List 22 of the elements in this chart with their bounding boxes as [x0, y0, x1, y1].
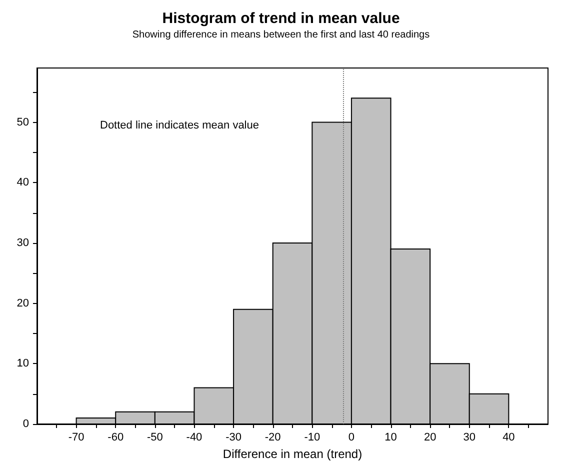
chart-title: Histogram of trend in mean value [162, 10, 400, 27]
x-tick-label: -60 [108, 432, 124, 444]
y-tick-label: 20 [16, 297, 29, 310]
x-tick-label: -70 [68, 432, 84, 444]
x-tick-label: 20 [424, 432, 436, 444]
annotation: Dotted line indicates mean value [100, 120, 259, 132]
x-tick-label: 10 [384, 432, 397, 444]
x-tick-label: 40 [502, 432, 515, 444]
x-tick-label: -50 [146, 432, 163, 444]
y-tick-label: 30 [16, 236, 29, 249]
chart-subtitle: Showing difference in means between the first and last 40 readings [132, 30, 430, 40]
y-tick-label: 40 [16, 176, 29, 189]
y-tick-label: 0 [22, 418, 29, 430]
x-tick-label: -10 [304, 432, 320, 444]
x-tick-label: -40 [186, 432, 202, 444]
y-tick-label: 10 [16, 358, 29, 370]
y-tick-label: 50 [16, 116, 29, 128]
x-tick-label: 30 [463, 432, 476, 444]
x-tick-label: -30 [226, 432, 242, 444]
x-tick-label: -20 [264, 432, 281, 444]
x-axis-title: Difference in mean (trend) [222, 447, 362, 461]
x-tick-label: 0 [348, 432, 355, 444]
